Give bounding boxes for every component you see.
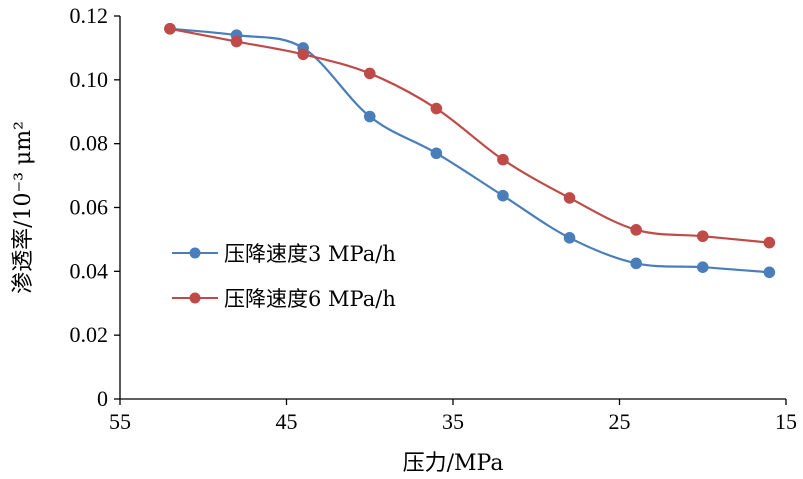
data-point	[430, 147, 443, 160]
series-line-2	[169, 27, 770, 244]
data-point	[563, 232, 576, 244]
data-point	[297, 48, 309, 61]
data-point	[497, 189, 509, 202]
x-tick-label: 55	[109, 409, 131, 434]
data-point	[696, 230, 709, 243]
data-point	[430, 102, 443, 115]
y-tick-label: 0.02	[70, 322, 109, 347]
legend-marker-2	[189, 292, 201, 304]
data-point	[763, 236, 776, 249]
legend-entry-1: 压降速度3 MPa/h	[172, 242, 396, 266]
data-point	[497, 153, 509, 166]
x-tick-label: 45	[276, 409, 298, 434]
data-point	[230, 35, 243, 48]
series-2	[164, 22, 776, 249]
legend-entry-2: 压降速度6 MPa/h	[172, 287, 396, 311]
y-tick-label: 0	[97, 386, 108, 411]
y-tick-label: 0.04	[70, 258, 109, 283]
data-point	[630, 257, 642, 270]
series-line-1	[169, 27, 770, 274]
y-tick-label: 0.06	[70, 195, 109, 220]
data-point	[363, 110, 376, 123]
data-point	[696, 261, 709, 273]
x-axis-title: 压力/MPa	[403, 451, 504, 476]
x-tick-label: 15	[775, 409, 797, 434]
data-point	[763, 266, 776, 279]
legend-marker-1	[189, 247, 201, 259]
data-point	[630, 224, 642, 236]
y-tick-label: 0.10	[70, 67, 109, 92]
data-point	[563, 192, 576, 204]
series-layer	[164, 22, 776, 279]
x-tick-label: 35	[442, 409, 464, 434]
legend: 压降速度3 MPa/h 压降速度6 MPa/h	[172, 242, 396, 311]
y-ticks: 0 0.02 0.04 0.06 0.08 0.10 0.12	[70, 3, 120, 411]
x-tick-label: 25	[609, 409, 631, 434]
data-point	[363, 67, 376, 80]
axes	[119, 16, 786, 400]
series-1	[164, 22, 776, 279]
y-axis-title: 渗透率/10⁻³ μm²	[11, 121, 36, 294]
legend-label-1: 压降速度3 MPa/h	[224, 242, 396, 266]
x-ticks: 55 45 35 25 15	[109, 399, 797, 434]
y-tick-label: 0.08	[70, 131, 109, 156]
y-tick-label: 0.12	[70, 3, 109, 28]
data-point	[164, 22, 176, 35]
legend-label-2: 压降速度6 MPa/h	[224, 287, 396, 311]
